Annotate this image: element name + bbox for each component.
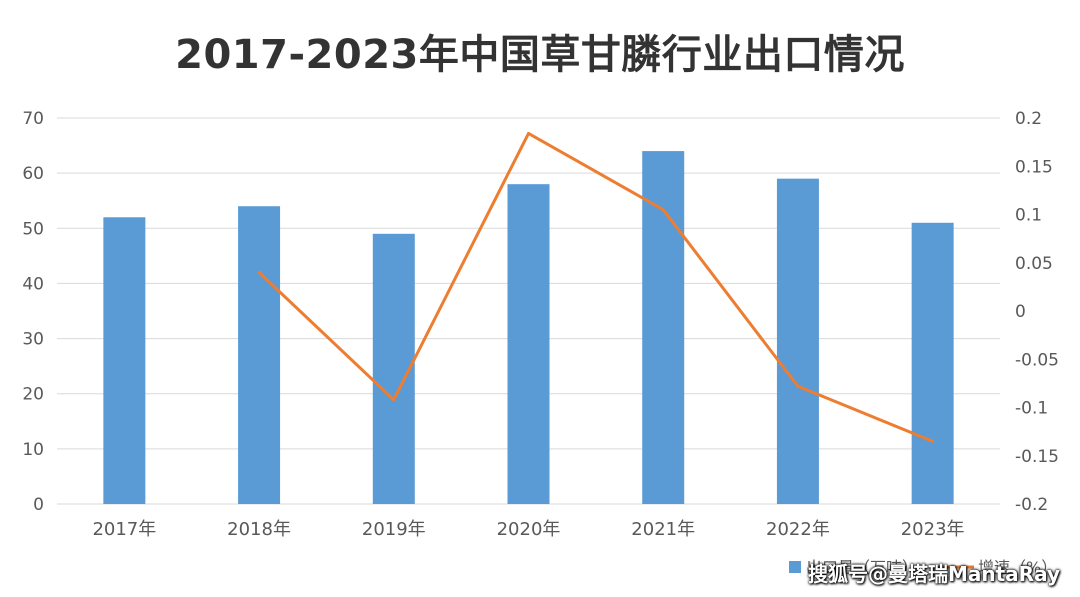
right-tick-label: 0.2 (1015, 109, 1042, 129)
left-tick-label: 40 (22, 274, 44, 294)
right-tick-label: 0.15 (1015, 157, 1053, 177)
legend-label-bar: 出口量（万吨） (806, 558, 918, 577)
line-point (392, 398, 396, 402)
bar (507, 184, 550, 504)
x-tick-label: 2018年 (227, 519, 291, 540)
x-axis-ticks: 2017年 2018年 2019年 2020年 2021年 2022年 2023年 (92, 519, 964, 540)
watermark: 搜狐号@曼塔瑞MantaRay (807, 562, 1060, 586)
legend: 出口量（万吨） 增速（%） (789, 558, 1057, 577)
right-axis-ticks: -0.2 -0.15 -0.1 -0.05 0 0.05 0.1 0.15 0.2 (1015, 109, 1059, 515)
chart-title: 2017-2023年中国草甘膦行业出口情况 (175, 32, 905, 78)
line-point (527, 131, 530, 135)
right-tick-label: 0 (1015, 302, 1026, 322)
left-tick-label: 70 (22, 109, 44, 129)
x-tick-label: 2022年 (766, 519, 830, 540)
right-tick-label: 0.1 (1015, 206, 1042, 226)
growth-line (258, 131, 934, 443)
left-tick-label: 30 (22, 330, 44, 350)
left-axis-ticks: 0 10 20 30 40 50 60 70 (22, 109, 44, 515)
bar (776, 178, 819, 504)
bar (238, 206, 281, 504)
bar-series (103, 151, 954, 505)
legend-swatch-bar (789, 561, 801, 573)
line-point (257, 270, 261, 274)
right-tick-label: 0.05 (1015, 254, 1053, 274)
right-tick-label: -0.2 (1015, 495, 1048, 515)
x-tick-label: 2020年 (497, 519, 561, 540)
line-point (931, 439, 935, 443)
line-point (661, 208, 665, 212)
left-tick-label: 10 (22, 440, 44, 460)
line-series (257, 131, 935, 443)
left-tick-label: 0 (33, 495, 44, 515)
x-tick-label: 2021年 (631, 519, 695, 540)
left-tick-label: 20 (22, 385, 44, 405)
bar (642, 151, 685, 505)
bar (103, 217, 146, 504)
x-tick-label: 2023年 (901, 519, 965, 540)
right-tick-label: -0.15 (1015, 447, 1059, 467)
x-tick-label: 2019年 (362, 519, 426, 540)
line-point (796, 384, 800, 388)
x-tick-label: 2017年 (92, 519, 156, 540)
left-tick-label: 50 (22, 219, 44, 239)
bar (911, 222, 954, 504)
left-tick-label: 60 (22, 164, 44, 184)
legend-label-line: 增速（%） (978, 558, 1057, 577)
right-tick-label: -0.05 (1015, 350, 1059, 370)
right-tick-label: -0.1 (1015, 399, 1048, 419)
